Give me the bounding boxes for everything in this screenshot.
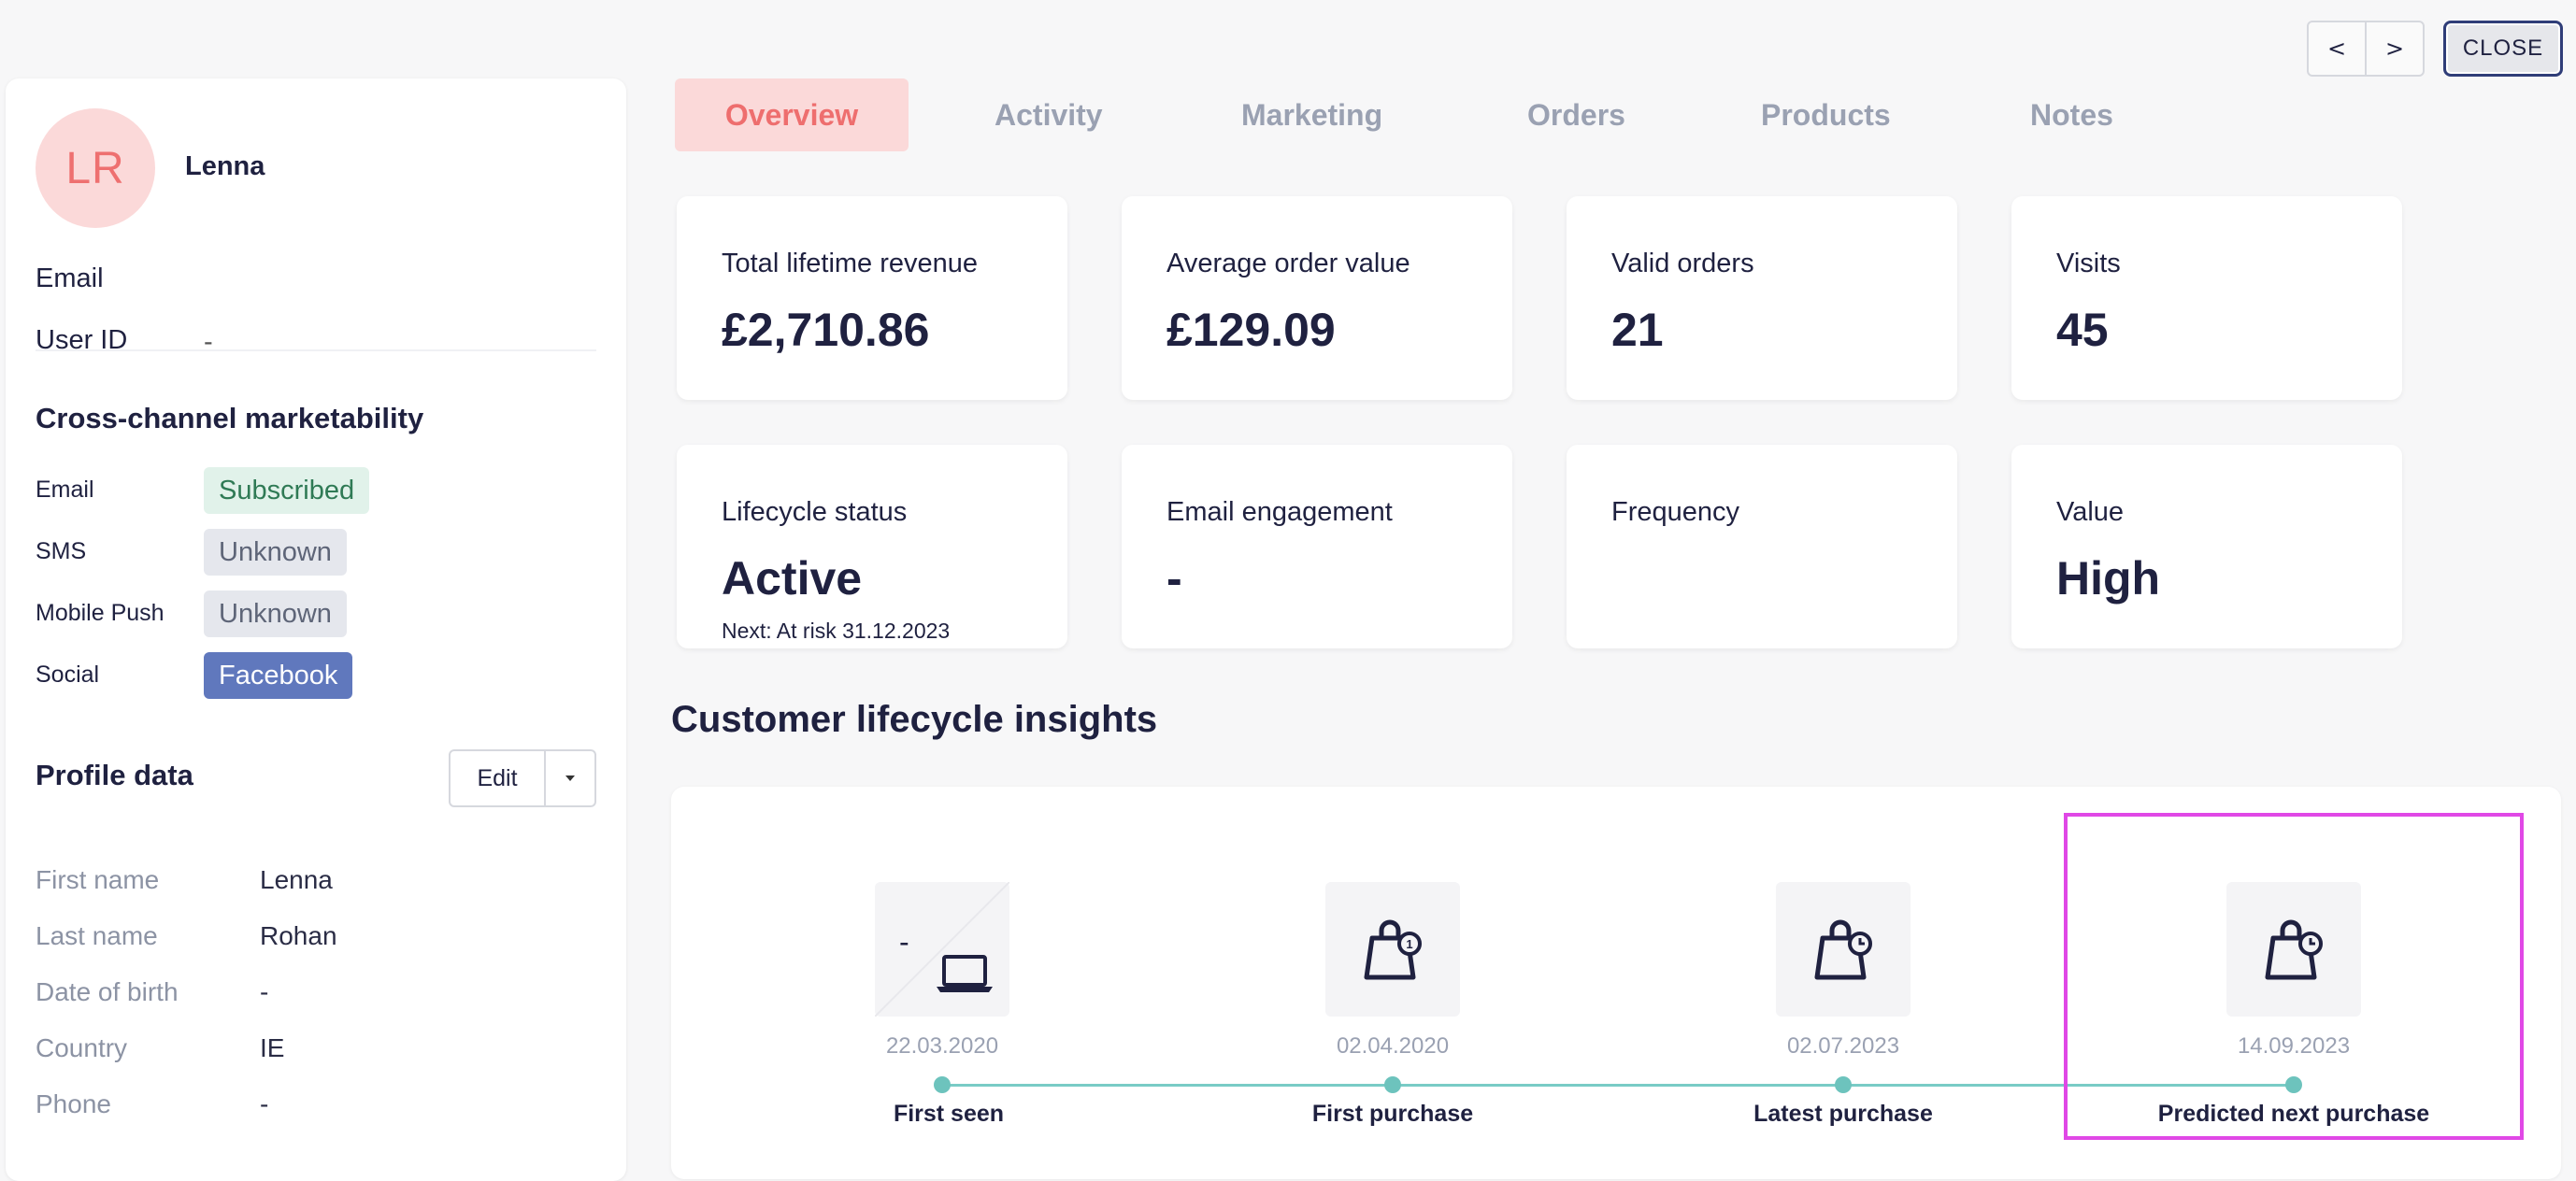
- tab-products[interactable]: Products: [1761, 97, 1891, 132]
- channel-social-label: Social: [36, 662, 100, 688]
- timeline-line: [942, 1084, 2294, 1087]
- card-value: Active: [722, 552, 863, 605]
- card-label: Value: [2056, 497, 2125, 527]
- milestone-date: 14.09.2023: [2237, 1033, 2351, 1059]
- milestone-label: Predicted next purchase: [2157, 1101, 2430, 1127]
- email-label: Email: [36, 263, 104, 293]
- tab-activity[interactable]: Activity: [995, 97, 1103, 132]
- card-label: Total lifetime revenue: [722, 249, 979, 278]
- metric-card-aov: Average order value £129.09: [1122, 196, 1512, 400]
- last-name-value: Rohan: [260, 921, 337, 950]
- card-subtext: Next: At risk 31.12.2023: [722, 619, 951, 643]
- milestone-date: 22.03.2020: [885, 1033, 999, 1059]
- insights-title: Customer lifecycle insights: [671, 699, 1158, 740]
- card-value: 21: [1611, 304, 1664, 356]
- previous-button[interactable]: <: [2326, 36, 2347, 62]
- card-label: Average order value: [1166, 249, 1410, 278]
- last-name-label: Last name: [36, 921, 158, 950]
- first-name-label: First name: [36, 865, 160, 894]
- edit-menu-toggle[interactable]: [544, 751, 594, 805]
- tab-marketing[interactable]: Marketing: [1241, 97, 1383, 132]
- channel-email-label: Email: [36, 477, 94, 503]
- card-value: -: [1166, 552, 1182, 605]
- metric-card-frequency: Frequency: [1567, 445, 1957, 648]
- svg-text:1: 1: [1406, 937, 1412, 951]
- milestone-label: Latest purchase: [1753, 1101, 1933, 1127]
- card-value: £129.09: [1166, 304, 1336, 356]
- card-value: £2,710.86: [722, 304, 930, 356]
- caret-down-icon: [565, 775, 575, 781]
- dob-value: -: [260, 977, 269, 1006]
- tab-orders[interactable]: Orders: [1527, 97, 1625, 132]
- first-name-value: Lenna: [260, 865, 333, 894]
- phone-value: -: [260, 1089, 269, 1118]
- milestone-label: First purchase: [1311, 1101, 1474, 1127]
- milestone-icon-box: 1: [1325, 882, 1460, 1017]
- card-value: High: [2056, 552, 2161, 605]
- metric-card-orders: Valid orders 21: [1567, 196, 1957, 400]
- country-label: Country: [36, 1033, 128, 1062]
- next-button[interactable]: >: [2365, 22, 2423, 75]
- metric-card-lifecycle: Lifecycle status Active Next: At risk 31…: [677, 445, 1067, 648]
- shopping-bag-clock-icon: [2265, 919, 2323, 980]
- shopping-bag-1-icon: 1: [1364, 919, 1422, 980]
- push-status-badge: Unknown: [204, 590, 347, 637]
- shopping-bag-clock-icon: [1814, 919, 1872, 980]
- timeline-dot: [1384, 1076, 1401, 1093]
- dob-label: Date of birth: [36, 977, 179, 1006]
- channel-sms-label: SMS: [36, 538, 87, 564]
- tab-overview[interactable]: Overview: [675, 78, 909, 151]
- timeline-dot: [1835, 1076, 1852, 1093]
- marketability-title: Cross-channel marketability: [36, 402, 424, 434]
- highlight-outline: [2064, 813, 2524, 1140]
- user-id-label: User ID: [36, 325, 128, 355]
- metric-card-visits: Visits 45: [2011, 196, 2402, 400]
- metric-card-revenue: Total lifetime revenue £2,710.86: [677, 196, 1067, 400]
- social-status-badge: Facebook: [204, 652, 353, 699]
- user-id-value: -: [204, 327, 213, 357]
- avatar: LR: [36, 108, 155, 228]
- milestone-icon-box: [875, 882, 1009, 1017]
- record-navigation: < >: [2307, 21, 2425, 77]
- close-button[interactable]: CLOSE: [2443, 21, 2563, 77]
- card-label: Lifecycle status: [722, 497, 908, 527]
- sms-status-badge: Unknown: [204, 529, 347, 576]
- milestone-icon-box: [1776, 882, 1911, 1017]
- milestone-icon-box: [2226, 882, 2361, 1017]
- milestone-label: First seen: [893, 1101, 1005, 1127]
- first-seen-badge: -: [899, 925, 909, 959]
- card-label: Visits: [2056, 249, 2121, 278]
- timeline-dot: [934, 1076, 951, 1093]
- channel-push-label: Mobile Push: [36, 600, 165, 626]
- email-status-badge: Subscribed: [204, 467, 370, 514]
- card-label: Valid orders: [1611, 249, 1754, 278]
- phone-label: Phone: [36, 1089, 111, 1118]
- edit-dropdown-group: Edit: [449, 749, 596, 807]
- profile-data-title: Profile data: [36, 759, 193, 791]
- country-value: IE: [260, 1033, 285, 1062]
- laptop-icon: [875, 882, 1009, 1017]
- card-label: Email engagement: [1166, 497, 1393, 527]
- card-label: Frequency: [1611, 497, 1740, 527]
- metric-card-value: Value High: [2011, 445, 2402, 648]
- metric-card-email-engagement: Email engagement -: [1122, 445, 1512, 648]
- milestone-date: 02.07.2023: [1786, 1033, 1900, 1059]
- edit-button[interactable]: Edit: [477, 764, 518, 791]
- divider: [36, 349, 596, 351]
- card-value: 45: [2056, 304, 2109, 356]
- milestone-date: 02.04.2020: [1336, 1033, 1450, 1059]
- timeline-dot: [2285, 1076, 2302, 1093]
- profile-name: Lenna: [185, 151, 265, 181]
- tab-notes[interactable]: Notes: [2030, 97, 2113, 132]
